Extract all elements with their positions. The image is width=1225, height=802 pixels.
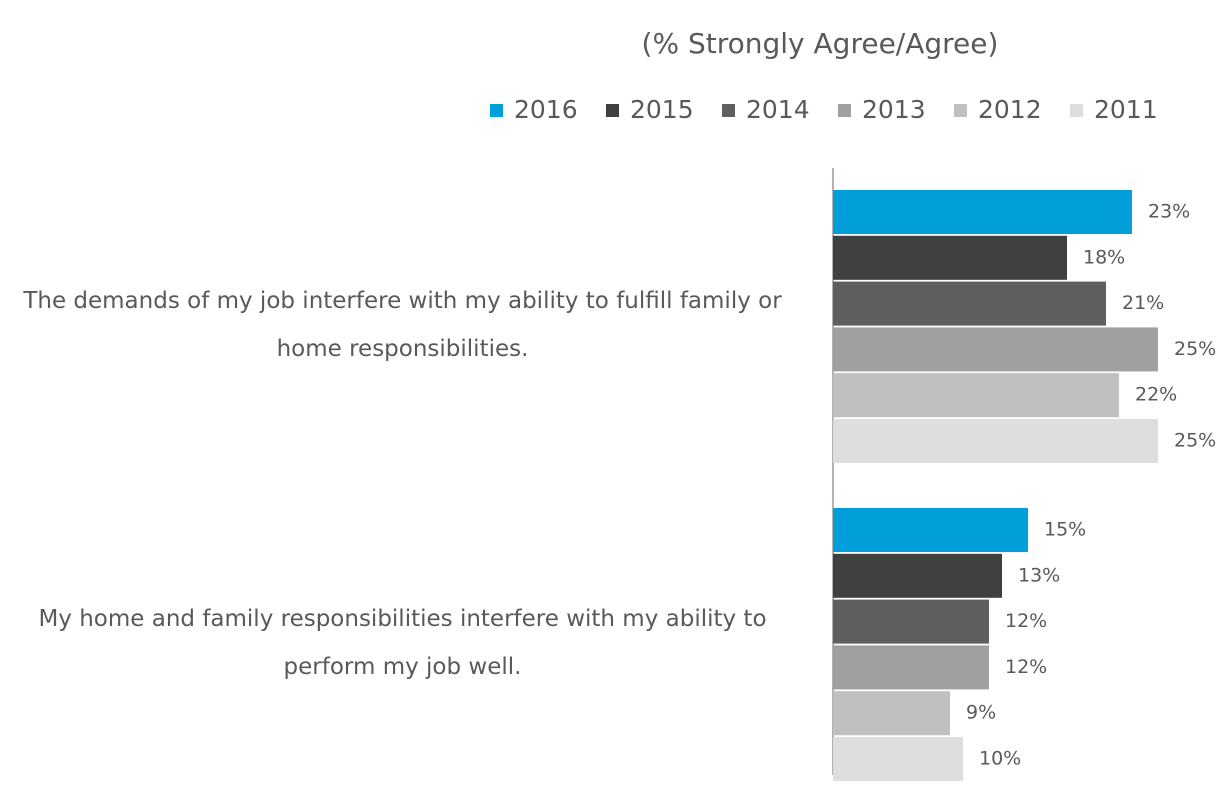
data-label: 15% (1044, 519, 1086, 541)
legend-swatch (1070, 104, 1083, 117)
bar (833, 373, 1119, 418)
data-label: 22% (1135, 384, 1177, 406)
legend-swatch (722, 104, 735, 117)
data-label: 23% (1148, 201, 1190, 223)
legend-label: 2013 (862, 95, 926, 124)
legend-label: 2014 (746, 95, 810, 124)
bar (833, 737, 963, 781)
bar (833, 599, 989, 644)
data-label: 12% (1005, 610, 1047, 632)
legend-label: 2015 (630, 95, 694, 124)
data-label: 13% (1018, 564, 1060, 586)
category-label: My home and family responsibilities inte… (38, 606, 767, 681)
legend-swatch (606, 104, 619, 117)
bar (833, 190, 1132, 234)
bar (833, 691, 950, 736)
bar (833, 419, 1158, 463)
legend-swatch (490, 104, 503, 117)
data-label: 21% (1122, 292, 1164, 314)
bar (833, 235, 1067, 280)
legend-label: 2012 (978, 95, 1042, 124)
bar (833, 327, 1158, 372)
legend-label: 2016 (514, 95, 578, 124)
bar (833, 281, 1106, 326)
category-label: The demands of my job interfere with my … (23, 288, 782, 363)
data-label: 10% (979, 748, 1021, 770)
legend-swatch (954, 104, 967, 117)
bar (833, 508, 1028, 552)
legend-swatch (838, 104, 851, 117)
bar (833, 645, 989, 690)
data-label: 9% (966, 702, 996, 724)
data-label: 12% (1005, 656, 1047, 678)
chart-title: (% Strongly Agree/Agree) (642, 27, 999, 60)
data-label: 25% (1174, 338, 1216, 360)
bar (833, 553, 1002, 598)
data-label: 18% (1083, 246, 1125, 268)
data-label: 25% (1174, 430, 1216, 452)
legend-label: 2011 (1094, 95, 1158, 124)
